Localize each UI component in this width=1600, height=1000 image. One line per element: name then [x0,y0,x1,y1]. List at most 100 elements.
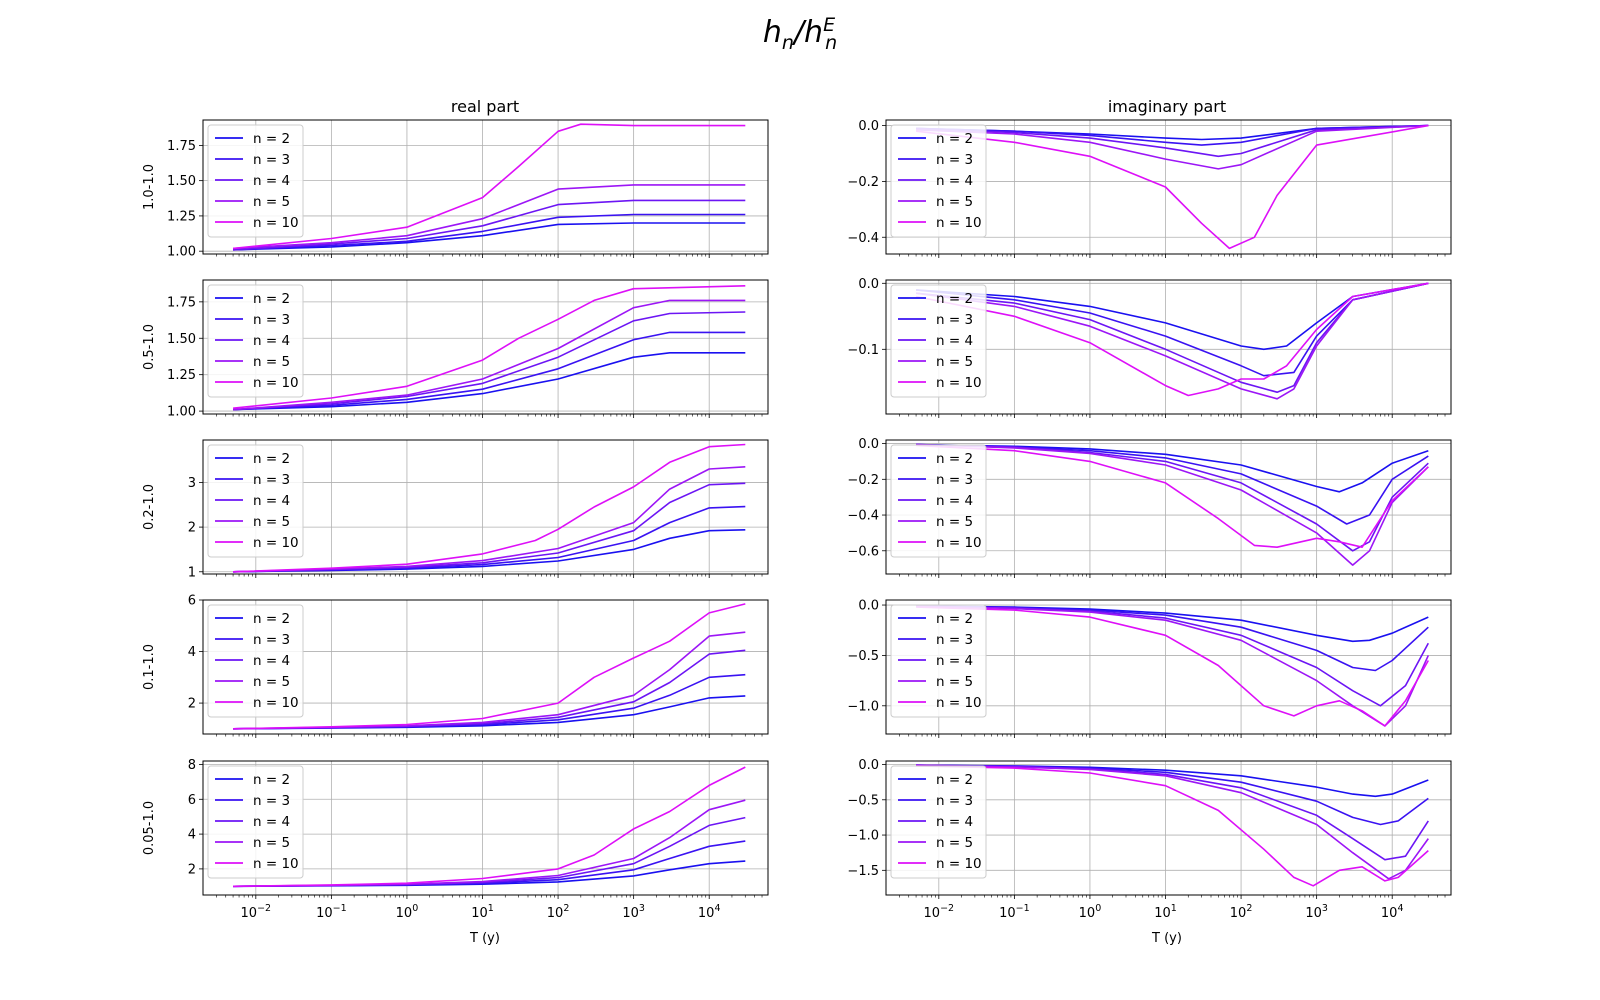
y-tick-label: −1.0 [847,829,879,844]
y-tick-label: 1.50 [167,174,196,189]
plot-frame [202,599,769,735]
x-tick-label: 104 [698,903,721,921]
series-line [233,482,746,573]
y-tick-label: −0.2 [847,473,879,488]
legend-label: n = 10 [936,856,982,872]
y-tick-label: 8 [188,758,196,773]
y-tick-label: −0.1 [847,343,879,358]
y-tick-label: 6 [188,594,196,609]
panel-imag-1.0-1.0: 0.0 −0.2 −0.4 n = 2 n = 3 n = 4 n = 5 n = 10 [847,119,1452,258]
y-tick-label: −1.5 [847,864,879,879]
series-line [233,840,746,888]
legend-label: n = 4 [253,333,290,349]
series-line [916,443,1429,525]
legend-label: n = 4 [936,814,973,830]
row-label: 1.0-1.0 [142,164,157,210]
x-axis-label-imaginary: T (y) [1151,931,1182,946]
x-tick-label: 104 [1381,903,1404,921]
series-line [233,311,746,411]
legend-label: n = 3 [936,793,973,809]
legend-label: n = 10 [253,215,299,231]
series-line [916,764,1429,798]
y-tick-label: 4 [188,828,196,843]
legend: n = 2 n = 3 n = 4 n = 5 n = 10 [207,765,304,879]
series-line [916,606,1429,727]
series-line [233,766,746,888]
legend-label: n = 10 [253,535,299,551]
legend-label: n = 4 [253,173,290,189]
legend-box [207,444,304,558]
series-line [233,529,746,573]
x-tick-label: 10−1 [316,903,347,921]
legend-label: n = 3 [253,632,290,648]
series-line [916,124,1429,250]
legend-label: n = 5 [936,194,973,210]
series-line [233,123,746,250]
legend-label: n = 5 [253,514,290,530]
y-tick-label: −0.4 [847,231,879,246]
series-line [233,299,746,411]
legend-label: n = 10 [253,856,299,872]
series-line [916,605,1430,707]
legend-label: n = 4 [936,653,973,669]
legend-label: n = 2 [936,611,973,627]
series-line [916,444,1429,549]
series-line [916,605,1430,727]
plot-frame [885,279,1452,415]
x-tick-label: 100 [1079,903,1102,921]
legend-label: n = 2 [253,291,290,307]
legend-label: n = 10 [253,695,299,711]
y-tick-label: 3 [188,476,196,491]
series-line [233,603,746,730]
legend-box [890,444,987,558]
y-tick-label: 2 [188,521,196,536]
series-line [916,443,1429,493]
legend-label: n = 4 [253,653,290,669]
legend-label: n = 3 [253,152,290,168]
series-line [233,331,746,411]
y-tick-label: −1.0 [847,699,879,714]
legend-label: n = 5 [253,674,290,690]
legend-box [890,765,987,879]
legend-label: n = 3 [936,632,973,648]
series-line [916,443,1429,566]
y-tick-label: 2 [188,697,196,712]
legend-box [890,124,987,238]
legend-box [890,284,987,398]
series-line [916,443,1429,552]
legend-label: n = 3 [253,312,290,328]
legend-label: n = 5 [253,835,290,851]
legend: n = 2 n = 3 n = 4 n = 5 n = 10 [207,604,304,718]
y-tick-label: 0.0 [858,599,879,614]
series-line [916,124,1429,146]
x-tick-label: 10−2 [924,903,955,921]
series-line [916,764,1429,861]
legend-label: n = 2 [253,772,290,788]
series-line [916,764,1429,826]
y-tick-label: −0.4 [847,509,879,524]
panel-imag-0.5-1.0: 0.0 −0.1 n = 2 n = 3 n = 4 n = 5 n = 10 [847,277,1452,418]
legend: n = 2 n = 3 n = 4 n = 5 n = 10 [890,444,987,558]
legend-label: n = 5 [936,835,973,851]
y-tick-label: −0.5 [847,649,879,664]
series-line [916,764,1429,880]
legend-box [890,604,987,718]
legend-box [207,124,304,238]
legend: n = 2 n = 3 n = 4 n = 5 n = 10 [890,284,987,398]
panel-imag-0.05-1.0: 10−2 10−1 100 101 102 103 104 0.0 −0.5 −1.0 −1.5 n … [847,758,1452,921]
x-tick-label: 101 [471,903,494,921]
y-tick-label: 4 [188,645,196,660]
row-label: 0.5-1.0 [142,324,157,370]
legend-label: n = 5 [936,354,973,370]
y-tick-label: 0.0 [858,758,879,773]
x-tick-label: 100 [396,903,419,921]
series-line [233,285,746,409]
y-tick-label: −0.2 [847,175,879,190]
series-line [915,282,1429,400]
legend-label: n = 3 [253,793,290,809]
y-tick-label: 1.00 [167,245,196,260]
legend-label: n = 4 [936,493,973,509]
legend: n = 2 n = 3 n = 4 n = 5 n = 10 [890,604,987,718]
series-line [916,124,1429,170]
